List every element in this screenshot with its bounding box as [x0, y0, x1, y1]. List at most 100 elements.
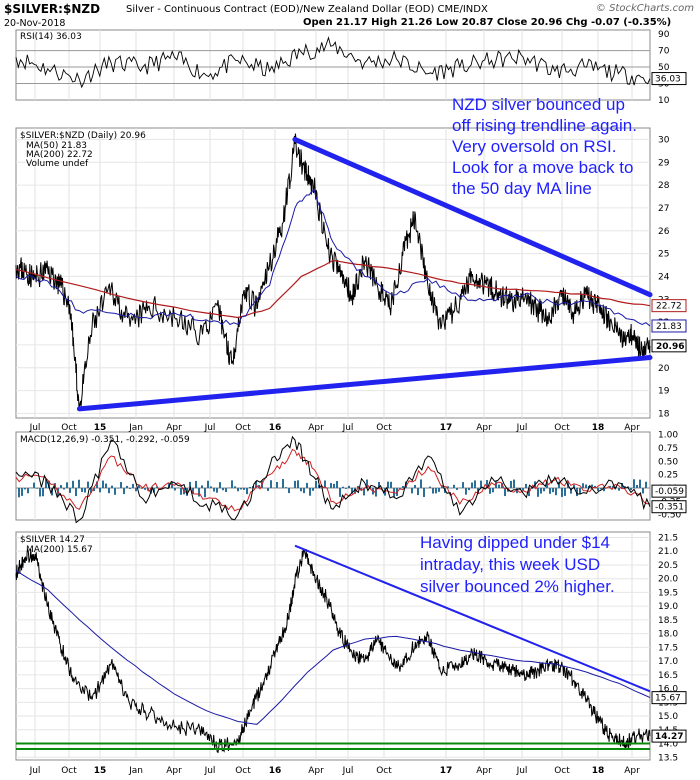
macd-histogram-bar: [540, 488, 542, 494]
macd-signal-line: [15, 448, 651, 512]
price-value-box: [651, 299, 687, 313]
macd-histogram-bar: [255, 480, 257, 488]
macd-histogram-bar: [81, 488, 83, 492]
macd-histogram-bar: [423, 488, 425, 497]
silver-tick-label: 17.5: [658, 643, 678, 653]
x-tick-label: Jul: [29, 423, 41, 433]
x-tick-label: Jul: [204, 423, 216, 433]
silver-tick-label: 18.0: [658, 630, 678, 640]
macd-histogram-bar: [195, 480, 197, 488]
macd-histogram-bar: [303, 488, 305, 494]
macd-histogram-bar: [78, 479, 80, 488]
x-tick-label: Oct: [376, 423, 392, 433]
macd-histogram-bar: [333, 483, 335, 488]
macd-histogram-bar: [216, 488, 218, 493]
macd-histogram-bar: [222, 488, 224, 491]
ohlc-readout: Open 21.17 High 21.26 Low 20.87 Close 20…: [303, 17, 672, 28]
macd-histogram-bar: [420, 479, 422, 488]
price-last-value: 21.83: [656, 322, 682, 332]
macd-histogram-bar: [609, 485, 611, 488]
macd-histogram-bar: [108, 488, 110, 494]
x-tick-label: Oct: [61, 423, 77, 433]
macd-histogram-bar: [468, 488, 470, 491]
macd-histogram-bar: [240, 488, 242, 490]
silver-last-value: 14.27: [655, 732, 683, 742]
macd-histogram-bar: [312, 488, 314, 491]
macd-histogram-bar: [180, 488, 182, 495]
macd-histogram-bar: [489, 488, 491, 494]
rsi-tick-label: 50: [658, 63, 670, 73]
macd-histogram-bar: [561, 488, 563, 497]
price-value-box: [651, 339, 687, 353]
price-value-box: [651, 319, 687, 333]
macd-histogram-bar: [207, 480, 209, 488]
macd-histogram-bar: [486, 480, 488, 488]
macd-histogram-bar: [351, 488, 353, 494]
macd-histogram-bar: [339, 488, 341, 497]
macd-histogram-bar: [132, 483, 134, 488]
macd-histogram-bar: [270, 480, 272, 488]
x-tick-label: 16: [269, 423, 282, 433]
macd-histogram-bar: [120, 482, 122, 488]
x-tick-label: Apr: [624, 423, 640, 433]
silver-tick-label: 19.0: [658, 602, 678, 612]
price-tick-label: 26: [658, 227, 670, 237]
macd-histogram-bar: [411, 488, 413, 494]
macd-histogram-bar: [603, 488, 605, 492]
macd-histogram-bar: [345, 488, 347, 489]
rsi-tick-label: 10: [658, 96, 670, 106]
macd-histogram-bar: [324, 480, 326, 488]
macd-histogram-bar: [633, 479, 635, 488]
brand-watermark: © StockCharts.com: [595, 3, 694, 14]
macd-histogram-bar: [210, 486, 212, 488]
macd-histogram-bar: [387, 481, 389, 488]
macd-histogram-bar: [354, 488, 356, 494]
macd-tick-label: 1.00: [658, 431, 678, 441]
macd-line: [15, 435, 651, 524]
x-tick-label: 16: [269, 766, 282, 776]
macd-histogram-bar: [144, 488, 146, 490]
price-tick-label: 24: [658, 272, 670, 282]
x-tick-label: Apr: [476, 423, 492, 433]
macd-histogram-bar: [639, 479, 641, 488]
price-tick-label: 25: [658, 250, 669, 260]
silver-ma200-line: [15, 570, 651, 725]
silver-annotation-line: intraday, this week USD: [420, 555, 600, 574]
x-tick-label: Jul: [29, 766, 41, 776]
macd-histogram-bar: [96, 481, 98, 488]
macd-histogram-bar: [636, 485, 638, 488]
price-annotation-line: Look for a move back to: [452, 158, 633, 177]
macd-histogram-bar: [576, 488, 578, 497]
macd-histogram-bar: [198, 488, 200, 497]
macd-histogram-bar: [618, 488, 620, 491]
silver-tick-label: 20.0: [658, 575, 678, 585]
rsi-tick-label: 70: [658, 47, 670, 57]
macd-tick-label: -0.50: [658, 511, 682, 521]
macd-histogram-bar: [384, 488, 386, 496]
macd-histogram-bar: [498, 484, 500, 488]
macd-histogram-bar: [309, 488, 311, 496]
price-annotation-line: Very oversold on RSI.: [452, 137, 616, 156]
price-last-value: 22.72: [656, 302, 682, 312]
macd-histogram-bar: [39, 488, 41, 497]
macd-histogram-bar: [600, 488, 602, 490]
x-tick-label: Apr: [476, 766, 492, 776]
macd-histogram-bar: [63, 488, 65, 490]
macd-histogram-bar: [360, 488, 362, 491]
macd-histogram-bar: [24, 488, 26, 490]
macd-last-value: -0.351: [655, 503, 684, 513]
x-tick-label: Oct: [235, 766, 251, 776]
macd-histogram-bar: [246, 488, 248, 495]
silver-tick-label: 13.5: [658, 753, 678, 763]
macd-histogram-bar: [48, 480, 50, 488]
x-tick-label: 17: [440, 423, 453, 433]
macd-histogram-bar: [438, 488, 440, 492]
macd-histogram-bar: [621, 482, 623, 488]
x-tick-label: Apr: [166, 423, 182, 433]
x-tick-label: Jul: [342, 423, 354, 433]
macd-histogram-bar: [51, 488, 53, 496]
macd-histogram-bar: [642, 488, 644, 494]
macd-histogram-bar: [414, 485, 416, 488]
macd-histogram-bar: [297, 480, 299, 488]
